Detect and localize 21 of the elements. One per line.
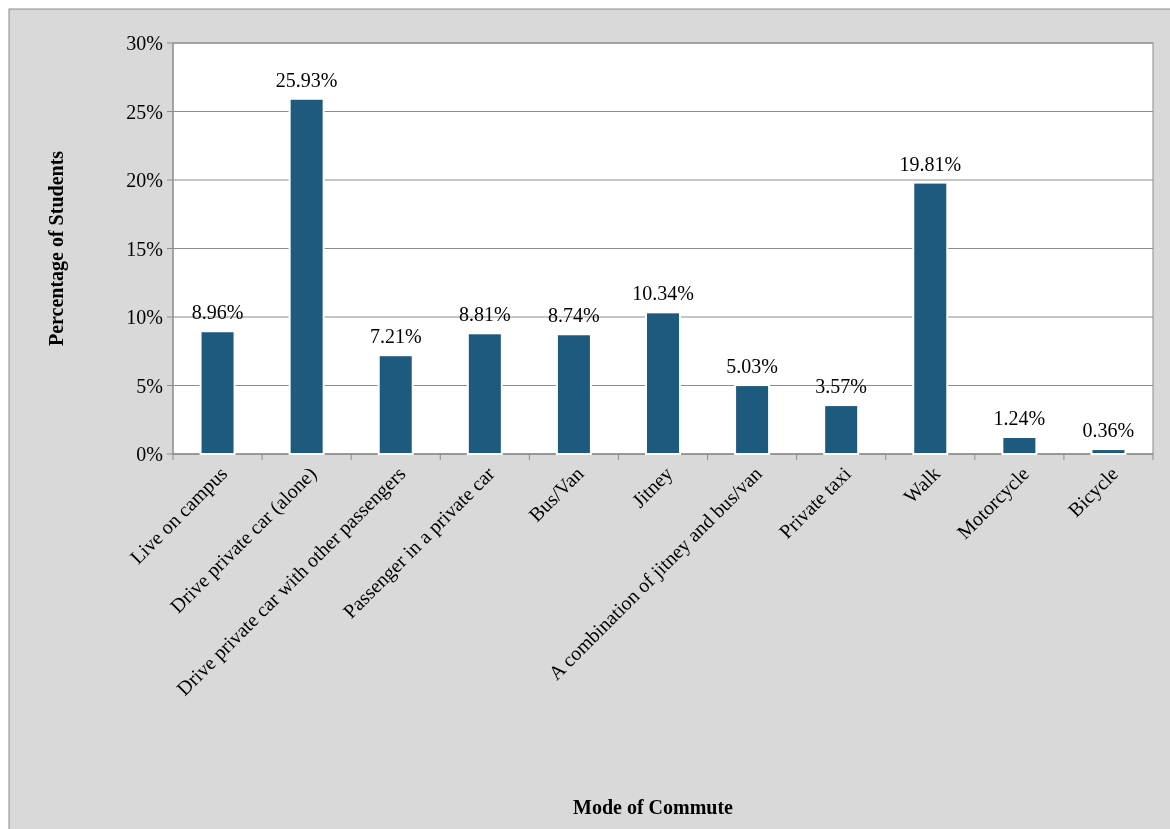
- data-label: 5.03%: [726, 355, 778, 378]
- data-label: 8.74%: [548, 304, 600, 327]
- y-tick-label: 15%: [126, 237, 163, 260]
- y-tick-label: 0%: [136, 443, 163, 465]
- data-label: 25.93%: [275, 68, 338, 91]
- data-label: 10.34%: [632, 282, 694, 305]
- data-label: 1.24%: [993, 407, 1046, 430]
- y-tick-label: 20%: [126, 169, 163, 191]
- data-label: 7.21%: [369, 325, 422, 348]
- data-label: 8.81%: [458, 303, 511, 326]
- data-label: 0.36%: [1082, 419, 1135, 442]
- y-tick-label: 25%: [126, 100, 163, 123]
- x-axis-title: Mode of Commute: [573, 796, 734, 818]
- y-axis-title: Percentage of Students: [45, 150, 68, 347]
- y-tick-label: 5%: [136, 374, 163, 397]
- data-label: 8.96%: [191, 301, 244, 324]
- data-label: 3.57%: [815, 375, 868, 398]
- x-tick-label: Walk: [898, 462, 945, 508]
- y-tick-label: 30%: [126, 32, 163, 54]
- data-label: 19.81%: [899, 152, 962, 175]
- y-tick-label: 10%: [126, 306, 163, 328]
